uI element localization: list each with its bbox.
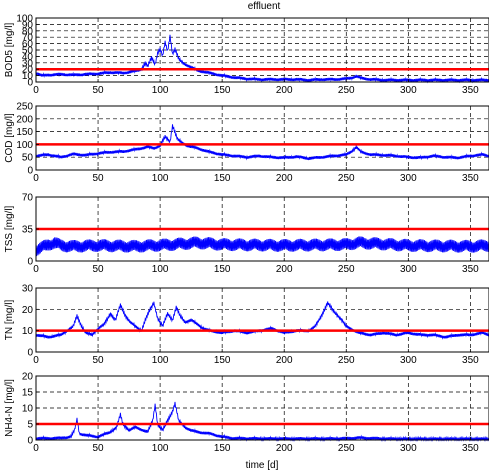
x-tick-label: 350 (462, 173, 479, 184)
y-tick-label: 0 (27, 257, 33, 268)
data-series-line (35, 124, 489, 161)
y-tick-label: 100 (16, 14, 33, 25)
x-tick-label: 300 (400, 85, 417, 96)
data-series-line (35, 34, 489, 84)
y-tick-label: 20 (22, 372, 34, 383)
x-tick-label: 50 (92, 85, 104, 96)
x-tick-label: 350 (462, 85, 479, 96)
subplot-3: 0 50 100 150 200 250 300 350 0 35 70 TSS [mg/l] (4, 193, 489, 275)
y-tick-label: 30 (22, 284, 34, 295)
x-tick-label: 0 (33, 85, 39, 96)
y-tick-label: 60 (22, 39, 34, 50)
y-axis-label: COD [mg/l] (4, 113, 15, 163)
x-tick-label: 50 (92, 355, 104, 366)
y-tick-label: 35 (22, 225, 34, 236)
y-axis-label: TN [mg/l] (4, 300, 15, 341)
y-tick-label: 200 (16, 114, 33, 125)
figure-title: effluent (248, 1, 281, 12)
x-tick-label: 250 (338, 355, 355, 366)
x-tick-label: 350 (462, 443, 479, 454)
y-tick-label: 100 (16, 140, 33, 151)
x-tick-label: 150 (214, 443, 231, 454)
x-tick-label: 100 (152, 355, 169, 366)
x-tick-label: 250 (338, 85, 355, 96)
x-tick-label: 200 (276, 264, 293, 275)
y-tick-label: 15 (22, 388, 34, 399)
y-tick-label: 80 (22, 26, 34, 37)
subplot-1: 0 50 100 150 200 250 300 3500102030405060708090… (4, 14, 489, 96)
y-tick-label: 40 (22, 52, 34, 63)
y-axis-label: NH4-N [mg/l] (4, 379, 15, 437)
y-tick-label: 50 (22, 153, 34, 164)
plot-frame (35, 287, 489, 353)
y-tick-label: 0 (27, 78, 33, 89)
plot-frame (35, 105, 489, 171)
subplot-4: 0 50 100 150 200 250 300 350 0 10 20 30 TN [mg/l] (4, 284, 489, 366)
x-tick-label: 100 (152, 443, 169, 454)
y-tick-label: 20 (22, 305, 34, 316)
x-tick-label: 300 (400, 443, 417, 454)
x-tick-label: 250 (338, 443, 355, 454)
y-tick-label: 30 (22, 58, 34, 69)
x-tick-label: 50 (92, 173, 104, 184)
y-tick-label: 70 (22, 193, 34, 204)
plot-area (36, 106, 489, 170)
y-tick-label: 0 (27, 166, 33, 177)
x-tick-label: 150 (214, 85, 231, 96)
y-tick-label: 250 (16, 102, 33, 113)
x-tick-label: 0 (33, 173, 39, 184)
y-tick-label: 90 (22, 20, 34, 31)
y-tick-label: 10 (22, 71, 34, 82)
x-tick-label: 200 (276, 85, 293, 96)
y-axis-label: BOD5 [mg/l] (4, 23, 15, 78)
y-tick-label: 5 (27, 420, 33, 431)
y-tick-label: 20 (22, 65, 34, 76)
y-axis-label: TSS [mg/l] (4, 205, 15, 252)
y-tick-label: 0 (27, 348, 33, 359)
y-tick-label: 0 (27, 436, 33, 447)
y-tick-label: 50 (22, 46, 34, 57)
y-tick-label: 150 (16, 127, 33, 138)
x-tick-label: 300 (400, 264, 417, 275)
x-tick-label: 0 (33, 264, 39, 275)
x-tick-label: 50 (92, 443, 104, 454)
x-tick-label: 50 (92, 264, 104, 275)
x-axis-label: time [d] (246, 460, 279, 471)
subplot-5: 0 50 100 150 200 250 300 350 0 5 10 15 20 NH4-N [mg/l… (4, 372, 489, 454)
x-tick-label: 0 (33, 443, 39, 454)
subplot-2: 0 50 100 150 200 250 300 350050100150200250COD … (4, 102, 489, 184)
x-tick-label: 100 (152, 264, 169, 275)
x-tick-label: 100 (152, 85, 169, 96)
x-tick-label: 250 (338, 264, 355, 275)
y-tick-label: 10 (22, 326, 34, 337)
x-tick-label: 150 (214, 173, 231, 184)
x-tick-label: 100 (152, 173, 169, 184)
x-tick-label: 150 (214, 264, 231, 275)
y-tick-label: 70 (22, 33, 34, 44)
data-series-line (35, 236, 489, 257)
plot-area (36, 288, 489, 352)
x-tick-label: 0 (33, 355, 39, 366)
x-tick-label: 300 (400, 173, 417, 184)
x-tick-label: 200 (276, 173, 293, 184)
x-tick-label: 200 (276, 443, 293, 454)
x-tick-label: 300 (400, 355, 417, 366)
x-tick-label: 350 (462, 264, 479, 275)
x-tick-label: 250 (338, 173, 355, 184)
y-tick-label: 10 (22, 404, 34, 415)
x-tick-label: 350 (462, 355, 479, 366)
x-tick-label: 200 (276, 355, 293, 366)
x-tick-label: 150 (214, 355, 231, 366)
